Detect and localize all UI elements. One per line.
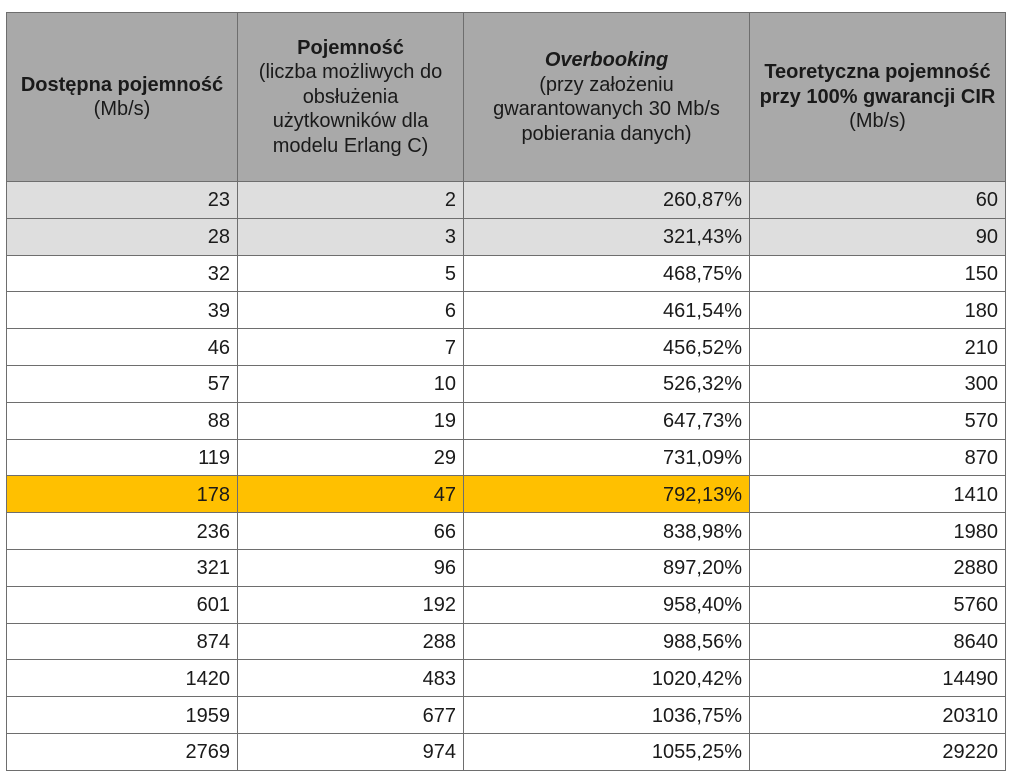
- available-capacity-cell: 1959: [6, 696, 238, 734]
- available-capacity-cell: 88: [6, 401, 238, 440]
- table-row: 46 7 456,52% 210: [6, 328, 1006, 366]
- header-row: Dostępna pojemność (Mb/s) Pojemność (lic…: [6, 12, 1006, 182]
- header-available-capacity-title: Dostępna pojemność: [20, 73, 224, 96]
- theoretical-capacity-cell: 8640: [749, 622, 1006, 661]
- overbooking-cell: 456,52%: [463, 328, 750, 366]
- table-row: 321 96 897,20% 2880: [6, 548, 1006, 587]
- header-capacity-users-title: Pojemność: [297, 36, 404, 59]
- theoretical-capacity-cell: 180: [749, 291, 1006, 330]
- overbooking-cell: 988,56%: [463, 622, 750, 661]
- header-theoretical-capacity-title: Teoretyczna pojemność przy 100% gwarancj…: [759, 61, 996, 108]
- table-row: 88 19 647,73% 570: [6, 401, 1006, 440]
- theoretical-capacity-cell: 150: [749, 254, 1006, 293]
- capacity-table: Dostępna pojemność (Mb/s) Pojemność (lic…: [6, 12, 1006, 771]
- capacity-users-cell: 288: [237, 622, 464, 661]
- theoretical-capacity-cell: 1410: [749, 475, 1006, 514]
- header-capacity-users: Pojemność (liczba możliwych do obsłużeni…: [237, 12, 464, 182]
- table-header: Dostępna pojemność (Mb/s) Pojemność (lic…: [6, 12, 1006, 182]
- overbooking-cell: 897,20%: [463, 548, 750, 587]
- available-capacity-cell: 1420: [6, 659, 238, 698]
- capacity-users-cell: 483: [237, 659, 464, 698]
- theoretical-capacity-cell: 90: [749, 217, 1006, 256]
- overbooking-cell: 526,32%: [463, 364, 750, 403]
- table-row: 874 288 988,56% 8640: [6, 622, 1006, 661]
- table-row: 1959 677 1036,75% 20310: [6, 696, 1006, 734]
- theoretical-capacity-cell: 14490: [749, 659, 1006, 698]
- theoretical-capacity-cell: 60: [749, 181, 1006, 219]
- available-capacity-cell: 57: [6, 364, 238, 403]
- overbooking-cell: 792,13%: [463, 475, 750, 514]
- available-capacity-cell: 119: [6, 438, 238, 477]
- theoretical-capacity-cell: 20310: [749, 696, 1006, 734]
- theoretical-capacity-cell: 210: [749, 328, 1006, 366]
- available-capacity-cell: 236: [6, 512, 238, 550]
- capacity-users-cell: 974: [237, 732, 464, 771]
- theoretical-capacity-cell: 2880: [749, 548, 1006, 587]
- header-available-capacity: Dostępna pojemność (Mb/s): [6, 12, 238, 182]
- overbooking-cell: 461,54%: [463, 291, 750, 330]
- overbooking-cell: 1036,75%: [463, 696, 750, 734]
- available-capacity-cell: 601: [6, 585, 238, 624]
- overbooking-cell: 260,87%: [463, 181, 750, 219]
- table-row: 1420 483 1020,42% 14490: [6, 659, 1006, 698]
- header-theoretical-capacity: Teoretyczna pojemność przy 100% gwarancj…: [749, 12, 1006, 182]
- overbooking-cell: 321,43%: [463, 217, 750, 256]
- table-row: 28 3 321,43% 90: [6, 217, 1006, 256]
- table-row: 236 66 838,98% 1980: [6, 512, 1006, 550]
- header-available-capacity-unit: (Mb/s): [93, 98, 151, 120]
- overbooking-cell: 731,09%: [463, 438, 750, 477]
- capacity-users-cell: 19: [237, 401, 464, 440]
- available-capacity-cell: 2769: [6, 732, 238, 771]
- capacity-users-cell: 96: [237, 548, 464, 587]
- capacity-table-wrapper: Dostępna pojemność (Mb/s) Pojemność (lic…: [6, 12, 1006, 771]
- theoretical-capacity-cell: 1980: [749, 512, 1006, 550]
- table-body: 23 2 260,87% 60 28 3 321,43% 90 32 5 468,75% 150 39 6…: [6, 181, 1006, 771]
- capacity-users-cell: 29: [237, 438, 464, 477]
- available-capacity-cell: 39: [6, 291, 238, 330]
- capacity-users-cell: 7: [237, 328, 464, 366]
- table-row: 119 29 731,09% 870: [6, 438, 1006, 477]
- table-row: 32 5 468,75% 150: [6, 254, 1006, 293]
- available-capacity-cell: 321: [6, 548, 238, 587]
- available-capacity-cell: 874: [6, 622, 238, 661]
- available-capacity-cell: 23: [6, 181, 238, 219]
- overbooking-cell: 1020,42%: [463, 659, 750, 698]
- table-row: 39 6 461,54% 180: [6, 291, 1006, 330]
- capacity-users-cell: 66: [237, 512, 464, 550]
- overbooking-cell: 1055,25%: [463, 732, 750, 771]
- overbooking-cell: 647,73%: [463, 401, 750, 440]
- available-capacity-cell: 178: [6, 475, 238, 514]
- theoretical-capacity-cell: 5760: [749, 585, 1006, 624]
- table-row: 23 2 260,87% 60: [6, 181, 1006, 219]
- table-row: 601 192 958,40% 5760: [6, 585, 1006, 624]
- header-theoretical-capacity-unit: (Mb/s): [849, 110, 906, 133]
- theoretical-capacity-cell: 570: [749, 401, 1006, 440]
- capacity-users-cell: 6: [237, 291, 464, 330]
- header-overbooking-description: (przy założeniu gwarantowanych 30 Mb/s p…: [493, 73, 720, 145]
- capacity-users-cell: 10: [237, 364, 464, 403]
- capacity-users-cell: 677: [237, 696, 464, 734]
- header-capacity-users-description: (liczba możliwych do obsłużenia użytkown…: [258, 61, 443, 157]
- overbooking-cell: 838,98%: [463, 512, 750, 550]
- capacity-users-cell: 3: [237, 217, 464, 256]
- overbooking-cell: 958,40%: [463, 585, 750, 624]
- theoretical-capacity-cell: 300: [749, 364, 1006, 403]
- capacity-users-cell: 2: [237, 181, 464, 219]
- capacity-users-cell: 47: [237, 475, 464, 514]
- capacity-users-cell: 5: [237, 254, 464, 293]
- capacity-users-cell: 192: [237, 585, 464, 624]
- header-overbooking-title: Overbooking: [544, 49, 669, 71]
- available-capacity-cell: 46: [6, 328, 238, 366]
- header-overbooking: Overbooking (przy założeniu gwarantowany…: [463, 12, 750, 182]
- theoretical-capacity-cell: 870: [749, 438, 1006, 477]
- available-capacity-cell: 32: [6, 254, 238, 293]
- available-capacity-cell: 28: [6, 217, 238, 256]
- table-row: 2769 974 1055,25% 29220: [6, 732, 1006, 771]
- theoretical-capacity-cell: 29220: [749, 732, 1006, 771]
- table-row: 178 47 792,13% 1410: [6, 475, 1006, 514]
- overbooking-cell: 468,75%: [463, 254, 750, 293]
- table-row: 57 10 526,32% 300: [6, 364, 1006, 403]
